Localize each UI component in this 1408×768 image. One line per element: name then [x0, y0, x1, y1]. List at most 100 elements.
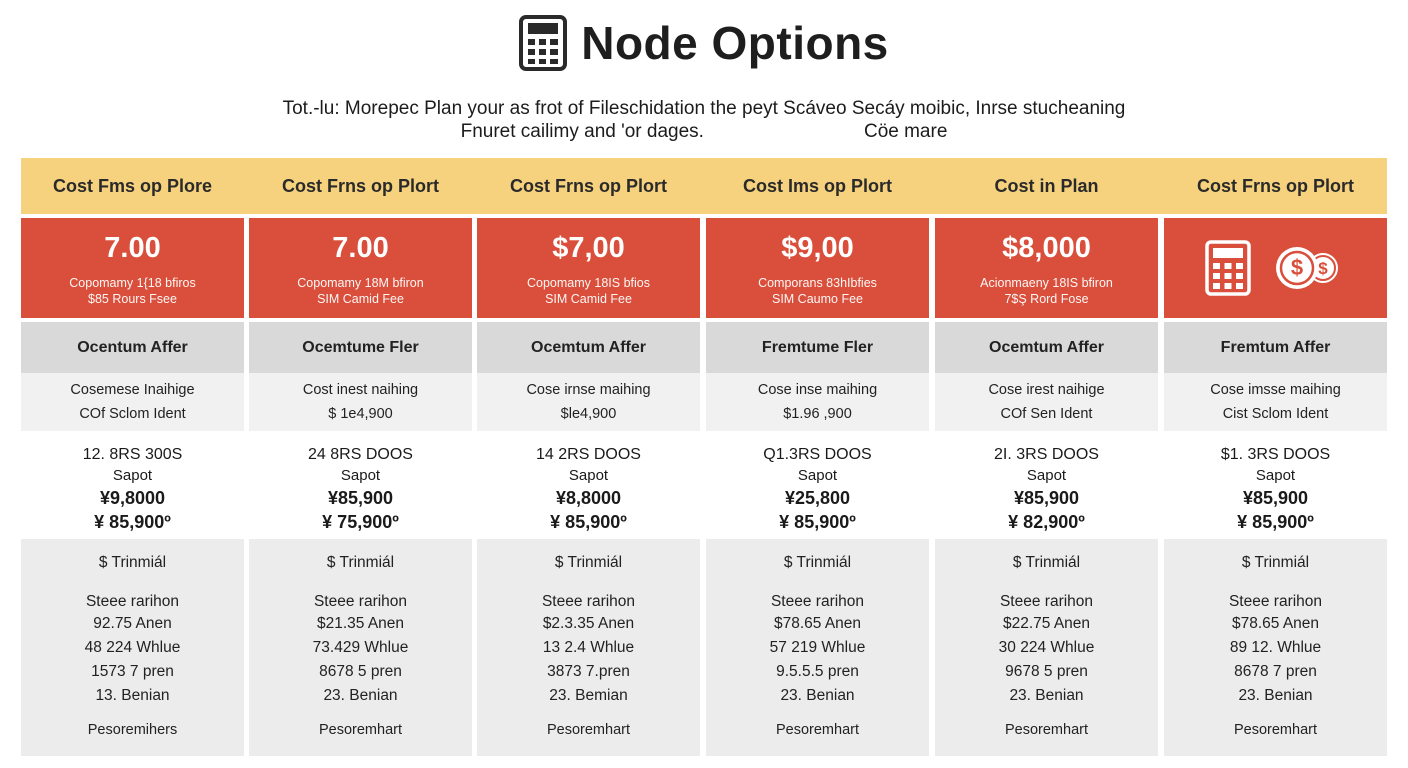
- tier-label: Ocentum Affer: [21, 322, 244, 373]
- subtitle-line-2a: Fnuret cailimy and 'or dages.: [460, 121, 704, 142]
- description-line-1: Cost inest naihing: [302, 382, 419, 398]
- details-subheading: Steee rarihon: [770, 593, 865, 610]
- details-footer: Pesoremhart: [775, 722, 859, 738]
- details-cell: $ Trinmiál Steee rarihon $21.35 Anen 73.…: [249, 539, 472, 756]
- description-line-2: $ 1e4,900: [328, 406, 393, 422]
- price-cell[interactable]: $7,00 Copomamy 18IS bfios SIM Camid Fee: [477, 218, 700, 318]
- tier-label: Ocemtum Affer: [935, 322, 1158, 373]
- details-line-4: 13. Benian: [95, 687, 170, 704]
- price-note-2: SIM Caumo Fee: [771, 292, 863, 306]
- svg-text:$: $: [1290, 255, 1302, 280]
- details-cell: $ Trinmiál Steee rarihon $78.65 Anen 57 …: [706, 539, 929, 756]
- value-line-1: Q1.3RS DOOS: [763, 446, 872, 463]
- subtitle-line-2b: Cöe mare: [863, 121, 948, 142]
- description-line-1: Cose imsse maihing: [1210, 382, 1341, 398]
- tier-label: Fremtume Fler: [706, 322, 929, 373]
- plan-column[interactable]: Cost in Plan $8,000 Acionmaeny 18IS bfir…: [935, 158, 1158, 756]
- price-cell[interactable]: 7.00 Copomamy 1{18 bfiros $85 Rours Fsee: [21, 218, 244, 318]
- description-line-1: Cose irnse maihing: [526, 382, 651, 398]
- details-heading: $ Trinmiál: [1241, 554, 1310, 571]
- details-footer: Pesoremhart: [318, 722, 402, 738]
- value-line-2: Sapot: [797, 467, 838, 484]
- value-line-1: 12. 8RS 300S: [82, 446, 183, 463]
- price-cell[interactable]: $8,000 Acionmaeny 18IS bfiron 7$Ş Rord F…: [935, 218, 1158, 318]
- details-heading: $ Trinmiál: [98, 554, 167, 571]
- details-subheading: Steee rarihon: [85, 593, 180, 610]
- details-line-1: 92.75 Anen: [93, 615, 172, 632]
- value-line-2: Sapot: [568, 467, 609, 484]
- value-line-3: ¥9,8000: [99, 488, 166, 508]
- price-note-1: Comporans 83hIbfies: [758, 276, 877, 290]
- description-line-2: COf Sen Ident: [1000, 406, 1093, 422]
- details-line-2: 57 219 Whlue: [769, 639, 866, 656]
- price-note-1: Copomamy 18IS bfios: [527, 276, 650, 290]
- svg-text:$: $: [1318, 259, 1328, 278]
- description-cell: Cose inse maihing $1.96 ,900: [706, 373, 929, 431]
- description-line-2: $le4,900: [560, 406, 617, 422]
- plan-column[interactable]: Cost Frns op Plort 7.00 Copomamy 18M bfi…: [249, 158, 472, 756]
- price-value: 7.00: [332, 232, 389, 264]
- details-footer: Pesoremihers: [87, 722, 178, 738]
- price-note-2: $85 Rours Fsee: [88, 292, 177, 306]
- price-note-2: SIM Camid Fee: [317, 292, 404, 306]
- description-line-1: Cosemese Inaihige: [70, 382, 195, 398]
- details-line-3: 1573 7 pren: [91, 663, 174, 680]
- details-line-2: 73.429 Whlue: [312, 639, 409, 656]
- description-cell: Cose irnse maihing $le4,900: [477, 373, 700, 431]
- tier-label: Ocemtum Affer: [477, 322, 700, 373]
- description-line-2: COf Sclom Ident: [79, 406, 186, 422]
- details-line-4: 23. Benian: [1238, 687, 1313, 704]
- details-subheading: Steee rarihon: [1228, 593, 1323, 610]
- plan-column[interactable]: Cost Frns op Plort $: [1164, 158, 1387, 756]
- price-note-1: Copomamy 1{18 bfiros: [69, 276, 196, 290]
- plan-header: Cost Frns op Plort: [477, 158, 700, 214]
- values-cell: 24 8RS DOOS Sapot ¥85,900 ¥ 75,900º: [249, 435, 472, 539]
- price-value: $7,00: [552, 232, 625, 264]
- price-value: $9,00: [781, 232, 854, 264]
- value-line-1: 14 2RS DOOS: [536, 446, 641, 463]
- details-line-2: 48 224 Whlue: [84, 639, 181, 656]
- details-line-3: 9678 5 pren: [1005, 663, 1088, 680]
- details-subheading: Steee rarihon: [541, 593, 636, 610]
- value-line-3: ¥85,900: [327, 488, 394, 508]
- values-cell: 2I. 3RS DOOS Sapot ¥85,900 ¥ 82,900º: [935, 435, 1158, 539]
- details-heading: $ Trinmiál: [783, 554, 852, 571]
- price-note-2: SIM Camid Fee: [545, 292, 632, 306]
- plan-header: Cost Frns op Plort: [249, 158, 472, 214]
- calculator-icon: [519, 15, 568, 71]
- details-line-3: 3873 7.pren: [547, 663, 630, 680]
- price-value: $8,000: [1002, 232, 1091, 264]
- value-line-3: ¥85,900: [1242, 488, 1309, 508]
- price-cell[interactable]: $ $: [1164, 218, 1387, 318]
- value-line-2: Sapot: [1026, 467, 1067, 484]
- header-band: [21, 158, 1387, 214]
- details-footer: Pesoremhart: [1004, 722, 1088, 738]
- description-cell: Cose imsse maihing Cist Sclom Ident: [1164, 373, 1387, 431]
- plan-column[interactable]: Cost Ims op Plort $9,00 Comporans 83hIbf…: [706, 158, 929, 756]
- value-line-1: $1. 3RS DOOS: [1220, 446, 1331, 463]
- plan-header: Cost Ims op Plort: [706, 158, 929, 214]
- description-cell: Cosemese Inaihige COf Sclom Ident: [21, 373, 244, 431]
- price-note-1: Copomamy 18M bfiron: [297, 276, 424, 290]
- price-cell[interactable]: $9,00 Comporans 83hIbfies SIM Caumo Fee: [706, 218, 929, 318]
- details-subheading: Steee rarihon: [999, 593, 1094, 610]
- details-cell: $ Trinmiál Steee rarihon $22.75 Anen 30 …: [935, 539, 1158, 756]
- value-line-1: 24 8RS DOOS: [308, 446, 413, 463]
- details-line-2: 30 224 Whlue: [998, 639, 1095, 656]
- value-line-4: ¥ 75,900º: [322, 512, 399, 532]
- value-line-3: ¥85,900: [1013, 488, 1080, 508]
- plan-header: Cost Frns op Plort: [1164, 158, 1387, 214]
- description-line-1: Cose irest naihige: [988, 382, 1105, 398]
- price-cell[interactable]: 7.00 Copomamy 18M bfiron SIM Camid Fee: [249, 218, 472, 318]
- details-cell: $ Trinmiál Steee rarihon 92.75 Anen 48 2…: [21, 539, 244, 756]
- value-line-3: ¥8,8000: [555, 488, 622, 508]
- value-line-2: Sapot: [112, 467, 153, 484]
- value-line-4: ¥ 82,900º: [1008, 512, 1085, 532]
- details-line-2: 89 12. Whlue: [1229, 639, 1322, 656]
- plan-column[interactable]: Cost Frns op Plort $7,00 Copomamy 18IS b…: [477, 158, 700, 756]
- description-cell: Cost inest naihing $ 1e4,900: [249, 373, 472, 431]
- values-cell: $1. 3RS DOOS Sapot ¥85,900 ¥ 85,900º: [1164, 435, 1387, 539]
- dollar-coins-icon: $ $: [1275, 247, 1340, 289]
- details-heading: $ Trinmiál: [1012, 554, 1081, 571]
- plan-column[interactable]: Cost Fms op Plore 7.00 Copomamy 1{18 bfi…: [21, 158, 244, 756]
